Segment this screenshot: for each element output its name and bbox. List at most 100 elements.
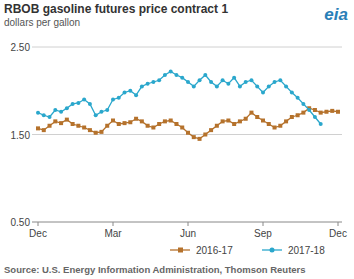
marker (226, 119, 230, 123)
marker (163, 119, 167, 123)
marker (157, 78, 161, 82)
marker (273, 80, 277, 84)
plot-area (36, 70, 340, 141)
marker (319, 111, 323, 115)
marker (82, 98, 86, 102)
marker (146, 124, 150, 128)
marker (59, 110, 63, 114)
x-tick-label: Sep (254, 228, 272, 239)
marker (238, 84, 242, 88)
marker (186, 131, 190, 135)
axis-line (32, 222, 342, 223)
x-tick-label: Dec (29, 228, 47, 239)
marker (36, 111, 40, 115)
marker (221, 78, 225, 82)
marker (105, 124, 109, 128)
legend-label: 2017-18 (288, 245, 325, 256)
marker (174, 73, 178, 77)
marker (76, 124, 80, 128)
marker (307, 108, 311, 112)
title: RBOB gasoline futures price contract 1 (4, 2, 228, 16)
marker (180, 76, 184, 80)
marker (94, 131, 98, 135)
marker (336, 110, 340, 114)
chart: RBOB gasoline futures price contract 1do… (0, 0, 354, 279)
marker (48, 115, 52, 119)
marker (244, 117, 248, 121)
marker (232, 122, 236, 126)
marker (134, 117, 138, 121)
marker (249, 111, 253, 115)
marker (140, 119, 144, 123)
marker (71, 102, 75, 106)
marker (163, 73, 167, 77)
x-tick (338, 222, 339, 226)
marker (301, 111, 305, 115)
marker (140, 84, 144, 88)
marker (169, 70, 173, 74)
marker (174, 122, 178, 126)
marker (313, 115, 317, 119)
marker (76, 101, 80, 105)
marker (209, 128, 213, 132)
marker (180, 126, 184, 130)
marker (169, 119, 173, 123)
marker (134, 93, 138, 97)
marker (42, 113, 46, 117)
marker (117, 122, 121, 126)
x-tick-label: Jun (180, 228, 196, 239)
marker (324, 110, 328, 114)
marker (255, 115, 259, 119)
marker (226, 82, 230, 86)
marker (215, 124, 219, 128)
marker (267, 122, 271, 126)
marker (65, 118, 69, 122)
marker (123, 121, 127, 125)
marker (244, 80, 248, 84)
marker (99, 110, 103, 114)
marker (238, 119, 242, 123)
marker (209, 80, 213, 84)
x-tick (38, 222, 39, 226)
marker (301, 102, 305, 106)
marker (48, 124, 52, 128)
marker (290, 115, 294, 119)
series-line (38, 108, 338, 139)
marker (198, 137, 202, 141)
legend-label: 2016-17 (196, 245, 233, 256)
marker (151, 126, 155, 130)
marker (278, 78, 282, 82)
marker (53, 108, 57, 112)
marker (53, 119, 57, 123)
x-tick-label: Dec (329, 228, 347, 239)
marker (296, 113, 300, 117)
marker (94, 113, 98, 117)
marker (203, 133, 207, 137)
marker (249, 78, 253, 82)
marker (117, 96, 121, 100)
marker (146, 82, 150, 86)
marker (105, 108, 109, 112)
marker (278, 124, 282, 128)
marker (128, 89, 132, 93)
marker (255, 84, 259, 88)
marker (99, 130, 103, 134)
marker (82, 126, 86, 130)
x-tick (188, 222, 189, 226)
marker (261, 91, 265, 95)
marker (111, 98, 115, 102)
marker (123, 91, 127, 95)
x-tick-label: Mar (104, 228, 122, 239)
marker (319, 122, 323, 126)
x-tick (113, 222, 114, 226)
marker (232, 76, 236, 80)
marker (36, 126, 40, 130)
x-tick (263, 222, 264, 226)
marker (157, 122, 161, 126)
marker (203, 73, 207, 77)
marker (186, 80, 190, 84)
marker (192, 84, 196, 88)
marker (88, 102, 92, 106)
legend-marker (270, 248, 275, 253)
marker (330, 109, 334, 113)
